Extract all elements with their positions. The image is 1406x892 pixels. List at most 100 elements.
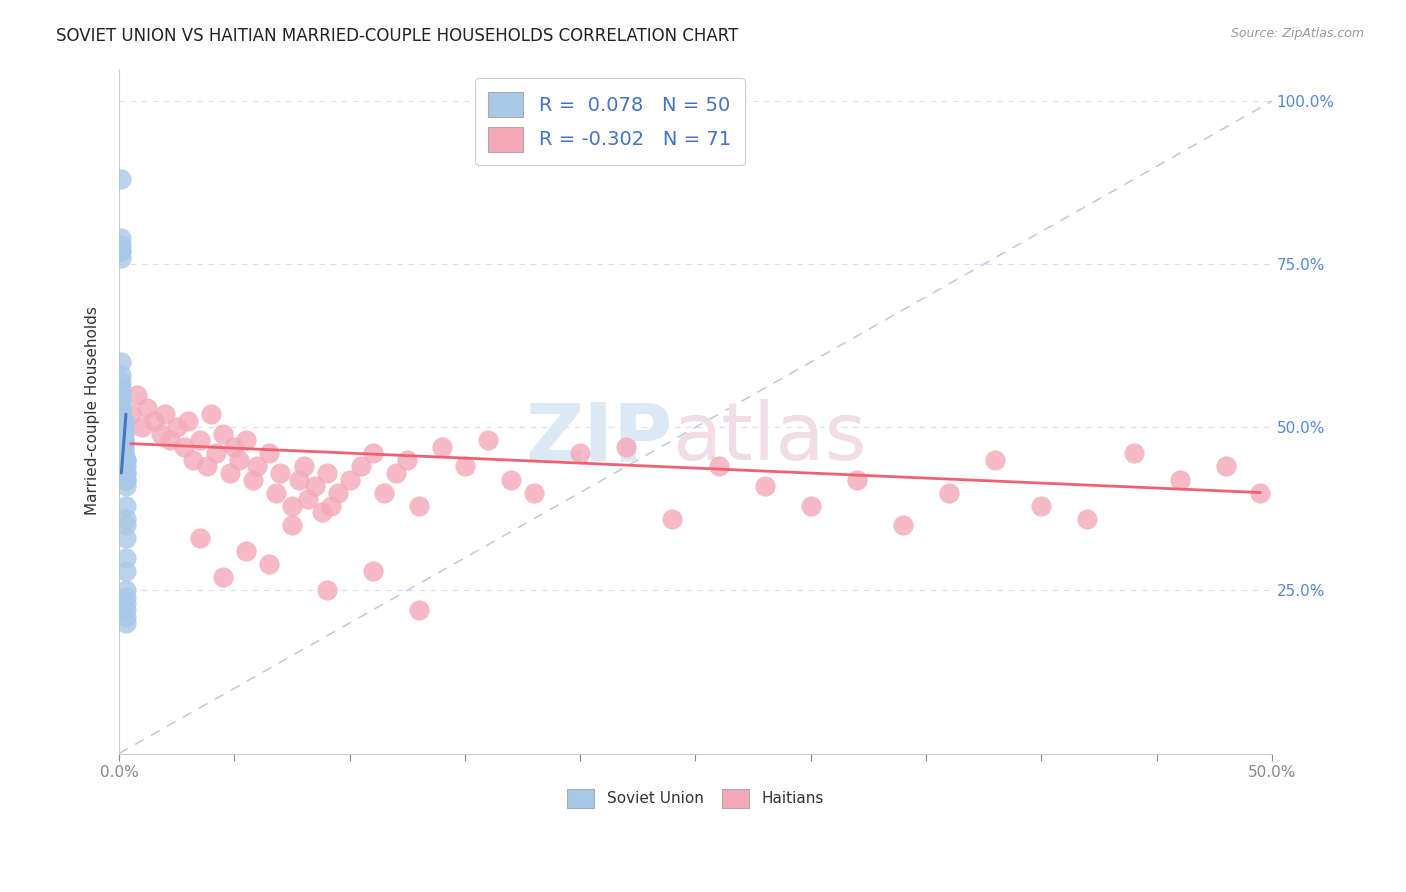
Point <box>115 473 138 487</box>
Point <box>115 603 138 617</box>
Point <box>110 381 132 395</box>
Point <box>614 440 637 454</box>
Point <box>110 231 132 245</box>
Point <box>115 590 138 604</box>
Point <box>188 434 211 448</box>
Point <box>149 426 172 441</box>
Point <box>211 570 233 584</box>
Point <box>707 459 730 474</box>
Point <box>218 466 240 480</box>
Point <box>304 479 326 493</box>
Point <box>297 492 319 507</box>
Point <box>264 485 287 500</box>
Point <box>112 446 135 460</box>
Point <box>181 453 204 467</box>
Point <box>112 440 135 454</box>
Point <box>110 368 132 383</box>
Point <box>339 473 361 487</box>
Point <box>112 420 135 434</box>
Point <box>153 407 176 421</box>
Point <box>269 466 291 480</box>
Point <box>257 558 280 572</box>
Point <box>110 407 132 421</box>
Point <box>292 459 315 474</box>
Point <box>112 426 135 441</box>
Point <box>135 401 157 415</box>
Point <box>112 420 135 434</box>
Point <box>115 583 138 598</box>
Point <box>235 434 257 448</box>
Point <box>110 394 132 409</box>
Point <box>110 375 132 389</box>
Point <box>1249 485 1271 500</box>
Point <box>112 446 135 460</box>
Text: Source: ZipAtlas.com: Source: ZipAtlas.com <box>1230 27 1364 40</box>
Point <box>454 459 477 474</box>
Point <box>115 453 138 467</box>
Point <box>110 401 132 415</box>
Point <box>112 420 135 434</box>
Point <box>228 453 250 467</box>
Point <box>311 505 333 519</box>
Point <box>477 434 499 448</box>
Point <box>115 459 138 474</box>
Point <box>115 466 138 480</box>
Point <box>661 511 683 525</box>
Point <box>120 407 142 421</box>
Text: SOVIET UNION VS HAITIAN MARRIED-COUPLE HOUSEHOLDS CORRELATION CHART: SOVIET UNION VS HAITIAN MARRIED-COUPLE H… <box>56 27 738 45</box>
Point <box>1215 459 1237 474</box>
Text: ZIP: ZIP <box>526 400 672 477</box>
Point <box>242 473 264 487</box>
Point <box>112 446 135 460</box>
Point <box>281 499 304 513</box>
Point <box>110 401 132 415</box>
Point <box>938 485 960 500</box>
Point <box>112 414 135 428</box>
Point <box>112 434 135 448</box>
Point <box>1031 499 1053 513</box>
Point <box>110 237 132 252</box>
Point <box>408 603 430 617</box>
Point <box>321 499 343 513</box>
Point <box>569 446 592 460</box>
Point <box>361 564 384 578</box>
Point <box>1076 511 1098 525</box>
Point <box>326 485 349 500</box>
Point <box>1122 446 1144 460</box>
Point <box>110 244 132 259</box>
Point <box>110 414 132 428</box>
Point <box>361 446 384 460</box>
Point <box>246 459 269 474</box>
Y-axis label: Married-couple Households: Married-couple Households <box>86 307 100 516</box>
Point <box>115 518 138 533</box>
Point <box>373 485 395 500</box>
Point <box>200 407 222 421</box>
Point <box>257 446 280 460</box>
Point <box>384 466 406 480</box>
Point <box>224 440 246 454</box>
Point <box>177 414 200 428</box>
Point <box>115 615 138 630</box>
Point <box>984 453 1007 467</box>
Point <box>110 387 132 401</box>
Point <box>110 251 132 265</box>
Point <box>235 544 257 558</box>
Point <box>110 244 132 259</box>
Point <box>396 453 419 467</box>
Point <box>891 518 914 533</box>
Point <box>1168 473 1191 487</box>
Point <box>499 473 522 487</box>
Point <box>115 564 138 578</box>
Point <box>115 531 138 545</box>
Point <box>195 459 218 474</box>
Point <box>115 609 138 624</box>
Point <box>754 479 776 493</box>
Point <box>131 420 153 434</box>
Legend: Soviet Union, Haitians: Soviet Union, Haitians <box>561 782 830 814</box>
Point <box>142 414 165 428</box>
Point <box>115 473 138 487</box>
Point <box>800 499 823 513</box>
Point <box>115 453 138 467</box>
Point <box>845 473 868 487</box>
Point <box>281 518 304 533</box>
